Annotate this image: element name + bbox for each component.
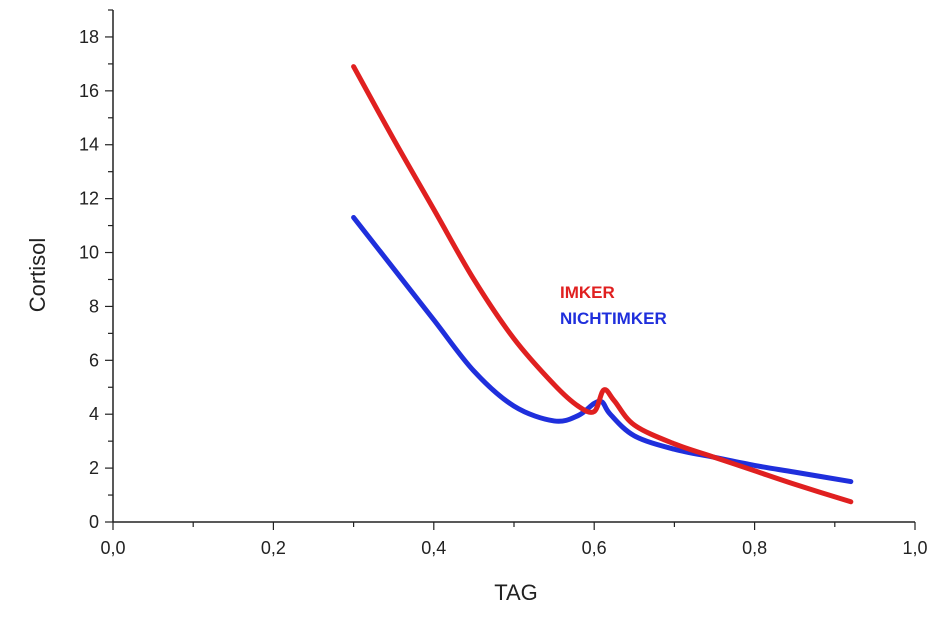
x-tick-label: 0,8 [742,538,767,558]
y-tick-label: 2 [89,458,99,478]
legend-label-nichtimker: NICHTIMKER [560,309,667,328]
x-axis: 0,0 0,2 0,4 0,6 0,8 1,0 [100,521,928,558]
y-axis: 0 2 4 6 8 10 12 14 16 18 [79,9,114,532]
y-axis-title: Cortisol [25,238,50,313]
y-tick-label: 8 [89,296,99,316]
y-tick-label: 14 [79,135,99,155]
y-tick-label: 6 [89,350,99,370]
legend: IMKER NICHTIMKER [560,283,667,328]
x-tick-label: 0,0 [100,538,125,558]
y-tick-label: 12 [79,189,99,209]
y-tick-label: 4 [89,404,99,424]
x-axis-title: TAG [494,580,538,605]
y-tick-label: 16 [79,81,99,101]
x-tick-label: 0,4 [421,538,446,558]
x-tick-label: 1,0 [902,538,927,558]
y-tick-label: 10 [79,243,99,263]
series-layer [351,64,854,505]
legend-label-imker: IMKER [560,283,615,302]
y-tick-label: 0 [89,512,99,532]
x-tick-label: 0,6 [582,538,607,558]
x-tick-label: 0,2 [261,538,286,558]
series-line-imker [351,64,854,505]
y-tick-label: 18 [79,27,99,47]
